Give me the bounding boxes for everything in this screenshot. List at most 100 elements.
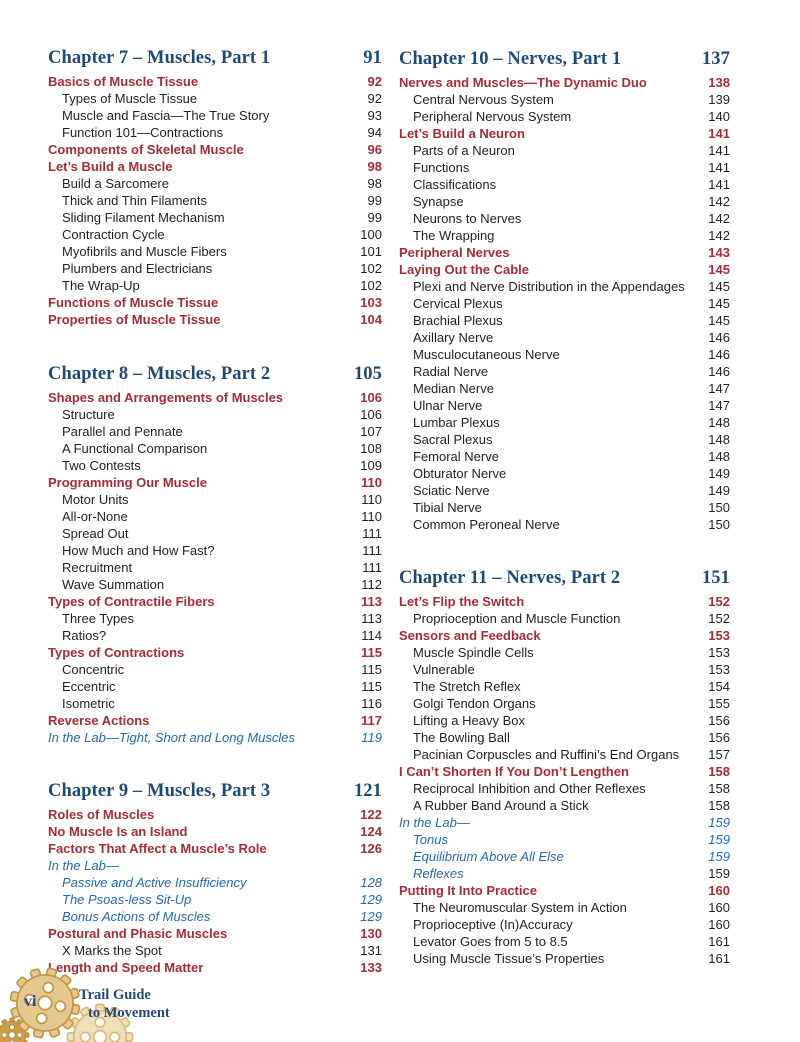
entry-page: 156: [708, 730, 730, 745]
entry-label: A Functional Comparison: [62, 441, 208, 456]
toc-entry: Neurons to Nerves 142: [399, 210, 730, 227]
toc-entry: Femoral Nerve 148: [399, 448, 730, 465]
toc-entry: Let’s Build a Neuron 141: [399, 125, 730, 142]
chapter-title: Chapter 9 – Muscles, Part 3: [48, 781, 271, 801]
entry-label: Median Nerve: [413, 381, 494, 396]
entry-page: 138: [708, 75, 730, 90]
entry-label: Sacral Plexus: [413, 432, 493, 447]
entry-label: Properties of Muscle Tissue: [48, 312, 221, 327]
entry-page: 119: [361, 730, 382, 745]
entry-page: 115: [361, 645, 382, 660]
toc-entry: Plexi and Nerve Distribution in the Appe…: [399, 278, 730, 295]
entry-page: 157: [708, 747, 730, 762]
toc-entry: Tonus 159: [399, 831, 730, 848]
entry-page: 160: [708, 917, 730, 932]
toc-entry: Programming Our Muscle 110: [48, 474, 382, 491]
entry-label: Build a Sarcomere: [62, 176, 169, 191]
entry-label: Reciprocal Inhibition and Other Reflexes: [413, 781, 646, 796]
entry-page: 153: [708, 645, 730, 660]
entry-page: 150: [708, 517, 730, 532]
toc-entry: Shapes and Arrangements of Muscles 106: [48, 389, 382, 406]
entry-label: Shapes and Arrangements of Muscles: [48, 390, 284, 405]
toc-entry: How Much and How Fast? 111: [48, 542, 382, 559]
toc-entry: The Stretch Reflex 154: [399, 678, 730, 695]
entry-page: 142: [708, 228, 730, 243]
entry-page: 115: [361, 662, 382, 677]
chapter-title: Chapter 8 – Muscles, Part 2: [48, 364, 271, 384]
entry-label: Functions: [413, 160, 470, 175]
entry-page: 159: [708, 832, 730, 847]
toc-entry: Structure 106: [48, 406, 382, 423]
toc-column: Chapter 7 – Muscles, Part 1 91 Basics of M…: [48, 0, 382, 1042]
toc-entry: Sensors and Feedback 153: [399, 627, 730, 644]
toc-entry: Components of Skeletal Muscle 96: [48, 141, 382, 158]
toc-entry: Central Nervous System 139: [399, 91, 730, 108]
entry-page: 110: [361, 492, 382, 507]
entry-label: Motor Units: [62, 492, 129, 507]
entry-label: Let’s Flip the Switch: [399, 594, 525, 609]
toc-entry: Concentric 115: [48, 661, 382, 678]
toc-entry: Function 101—Contractions 94: [48, 124, 382, 141]
toc-entry: Radial Nerve 146: [399, 363, 730, 380]
chapter-heading: Chapter 7 – Muscles, Part 1 91: [48, 46, 382, 70]
entry-page: 98: [367, 176, 382, 191]
entry-page: 152: [708, 594, 730, 609]
entry-page: 102: [360, 261, 382, 276]
entry-label: Passive and Active Insufficiency: [62, 875, 247, 890]
chapter-block-ch9: Chapter 9 – Muscles, Part 3 121 Roles of M…: [48, 779, 382, 976]
toc-entry: In the Lab— 159: [399, 814, 730, 831]
chapter-block-ch11: Chapter 11 – Nerves, Part 2 151 Let’s Flip…: [399, 566, 730, 967]
toc-entry: Reverse Actions 117: [48, 712, 382, 729]
entry-page: 160: [708, 883, 730, 898]
entry-page: 139: [708, 92, 730, 107]
chapter-page-number: 105: [353, 364, 382, 384]
entry-page: 99: [367, 210, 382, 225]
entry-label: Axillary Nerve: [413, 330, 494, 345]
entry-label: Brachial Plexus: [413, 313, 503, 328]
toc-entry: A Functional Comparison 108: [48, 440, 382, 457]
toc-entry: Isometric 116: [48, 695, 382, 712]
entry-page: 106: [360, 407, 382, 422]
entry-label: Nerves and Muscles—The Dynamic Duo: [399, 75, 647, 90]
entry-label: Lifting a Heavy Box: [413, 713, 526, 728]
toc-entry: Recruitment 111: [48, 559, 382, 576]
toc-entry: Two Contests 109: [48, 457, 382, 474]
entry-label: The Psoas-less Sit-Up: [62, 892, 192, 907]
entry-label: Using Muscle Tissue’s Properties: [413, 951, 605, 966]
toc-entry: Three Types 113: [48, 610, 382, 627]
entry-page: 104: [360, 312, 382, 327]
toc-entry: Myofibrils and Muscle Fibers 101: [48, 243, 382, 260]
entry-label: Reverse Actions: [48, 713, 150, 728]
entry-label: A Rubber Band Around a Stick: [413, 798, 589, 813]
entry-label: Obturator Nerve: [413, 466, 507, 481]
entry-page: 153: [708, 662, 730, 677]
chapter-page-number: 137: [701, 49, 730, 69]
entry-label: Parallel and Pennate: [62, 424, 183, 439]
entry-page: 145: [708, 313, 730, 328]
toc-entry: Types of Muscle Tissue 92: [48, 90, 382, 107]
entry-page: 128: [360, 875, 382, 890]
entry-page: 147: [708, 398, 730, 413]
entry-page: 142: [708, 211, 730, 226]
entry-label: Proprioceptive (In)Accuracy: [413, 917, 573, 932]
toc-entry: Functions 141: [399, 159, 730, 176]
toc-entry: Equilibrium Above All Else 159: [399, 848, 730, 865]
entry-page: 161: [708, 934, 730, 949]
toc-entry: Functions of Muscle Tissue 103: [48, 294, 382, 311]
entry-page: 141: [708, 143, 730, 158]
toc-entry: Reciprocal Inhibition and Other Reflexes…: [399, 780, 730, 797]
entry-page: 108: [360, 441, 382, 456]
entry-label: X Marks the Spot: [62, 943, 162, 958]
entry-label: Tonus: [413, 832, 448, 847]
entry-label: Synapse: [413, 194, 464, 209]
toc-entry: Median Nerve 147: [399, 380, 730, 397]
entry-page: 131: [360, 943, 382, 958]
entry-label: Peripheral Nerves: [399, 245, 510, 260]
entry-label: How Much and How Fast?: [62, 543, 215, 558]
entry-label: The Neuromuscular System in Action: [413, 900, 627, 915]
toc-entry: Peripheral Nerves 143: [399, 244, 730, 261]
entry-label: In the Lab—: [399, 815, 470, 830]
entry-page: 140: [708, 109, 730, 124]
entry-label: The Wrap-Up: [62, 278, 140, 293]
